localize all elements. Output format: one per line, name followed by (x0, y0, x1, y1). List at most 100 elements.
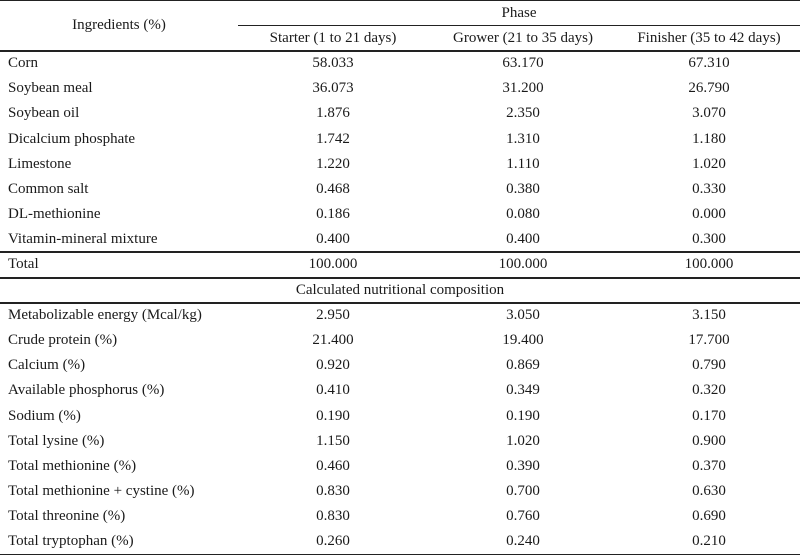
starter-value: 0.830 (316, 508, 350, 525)
row-label: Sodium (%) (8, 407, 81, 424)
starter-value: 58.033 (312, 55, 354, 72)
starter-value: 2.950 (316, 307, 350, 324)
finisher-value: 17.700 (688, 332, 730, 349)
finisher-value: 3.150 (692, 307, 726, 324)
grower-value: 1.020 (506, 432, 540, 449)
finisher-value: 1.180 (692, 130, 726, 147)
header-row-columns: Starter (1 to 21 days) Grower (21 to 35 … (0, 25, 800, 52)
starter-value: 0.468 (316, 180, 350, 197)
grower-value: 1.110 (506, 155, 540, 172)
grower-value: 0.700 (506, 483, 540, 500)
row-label: Corn (8, 55, 38, 72)
grower-value: 0.349 (506, 382, 540, 399)
starter-value: 21.400 (312, 332, 354, 349)
starter-value: 0.830 (316, 483, 350, 500)
finisher-value: 0.690 (692, 508, 726, 525)
row-label: Common salt (8, 180, 89, 197)
ingredients-header: Ingredients (%) (0, 0, 238, 52)
grower-value: 31.200 (502, 80, 544, 97)
starter-value: 1.220 (316, 155, 350, 172)
table-row: Metabolizable energy (Mcal/kg) 2.950 3.0… (0, 303, 800, 328)
row-label: Dicalcium phosphate (8, 130, 136, 147)
finisher-value: 3.070 (692, 105, 726, 122)
grower-value: 63.170 (502, 55, 544, 72)
finisher-value: 0.330 (692, 180, 726, 197)
starter-value: 0.260 (238, 529, 428, 556)
finisher-value: 67.310 (688, 55, 730, 72)
row-label: Available phosphorus (%) (8, 382, 165, 399)
section-header-row: Calculated nutritional composition (0, 277, 800, 304)
row-label: Metabolizable energy (Mcal/kg) (8, 307, 202, 324)
starter-value: 100.000 (238, 251, 428, 279)
row-label: DL-methionine (8, 206, 101, 223)
row-label: Total methionine + cystine (%) (8, 483, 195, 500)
grower-value: 2.350 (506, 105, 540, 122)
finisher-value: 0.900 (692, 432, 726, 449)
table-body: Corn 58.033 63.170 67.310 Soybean meal 3… (0, 51, 800, 556)
finisher-value: 0.210 (618, 529, 800, 556)
starter-value: 0.410 (316, 382, 350, 399)
starter-value: 0.920 (316, 357, 350, 374)
row-label: Total lysine (%) (8, 432, 105, 449)
table-row: Corn 58.033 63.170 67.310 (0, 51, 800, 76)
total-row: Total 100.000 100.000 100.000 (0, 251, 800, 279)
table-row: DL-methionine 0.186 0.080 0.000 (0, 202, 800, 227)
row-label: Crude protein (%) (8, 332, 118, 349)
row-label: Total threonine (%) (8, 508, 126, 525)
starter-value: 1.876 (316, 105, 350, 122)
grower-value: 0.240 (428, 529, 618, 556)
starter-value: 1.742 (316, 130, 350, 147)
finisher-value: 0.000 (692, 206, 726, 223)
grower-column-header: Grower (21 to 35 days) (428, 25, 618, 52)
table-header: Ingredients (%) Phase Starter (1 to 21 d… (0, 0, 800, 52)
grower-value: 3.050 (506, 307, 540, 324)
grower-value: 0.400 (506, 230, 540, 247)
row-label: Total methionine (%) (8, 457, 137, 474)
row-label: Limestone (8, 155, 72, 172)
finisher-value: 0.370 (692, 457, 726, 474)
grower-value: 19.400 (502, 332, 544, 349)
row-label: Calcium (%) (8, 357, 86, 374)
row-label: Total tryptophan (%) (0, 529, 238, 556)
table-row: Available phosphorus (%) 0.410 0.349 0.3… (0, 378, 800, 403)
table-row: Total threonine (%) 0.830 0.760 0.690 (0, 504, 800, 529)
grower-value: 0.760 (506, 508, 540, 525)
table-row: Total tryptophan (%) 0.260 0.240 0.210 (0, 529, 800, 556)
row-label: Total (0, 251, 238, 279)
starter-column-header: Starter (1 to 21 days) (238, 25, 428, 52)
finisher-value: 100.000 (618, 251, 800, 279)
table-row: Soybean meal 36.073 31.200 26.790 (0, 76, 800, 101)
table-row: Total methionine (%) 0.460 0.390 0.370 (0, 454, 800, 479)
table-row: Sodium (%) 0.190 0.190 0.170 (0, 404, 800, 429)
grower-value: 100.000 (428, 251, 618, 279)
starter-value: 0.186 (316, 206, 350, 223)
table-row: Soybean oil 1.876 2.350 3.070 (0, 101, 800, 126)
grower-value: 0.080 (506, 206, 540, 223)
grower-value: 0.380 (506, 180, 540, 197)
table-row: Common salt 0.468 0.380 0.330 (0, 177, 800, 202)
grower-value: 1.310 (506, 130, 540, 147)
table-row: Total lysine (%) 1.150 1.020 0.900 (0, 429, 800, 454)
header-row-top: Ingredients (%) Phase (0, 0, 800, 52)
table-row: Calcium (%) 0.920 0.869 0.790 (0, 353, 800, 378)
grower-value: 0.390 (506, 457, 540, 474)
grower-value: 0.190 (506, 407, 540, 424)
finisher-value: 0.630 (692, 483, 726, 500)
starter-value: 36.073 (312, 80, 354, 97)
row-label: Soybean meal (8, 80, 93, 97)
starter-value: 0.400 (316, 230, 350, 247)
finisher-value: 26.790 (688, 80, 730, 97)
finisher-value: 0.320 (692, 382, 726, 399)
phase-header: Phase (238, 0, 800, 27)
finisher-value: 1.020 (692, 155, 726, 172)
row-label: Vitamin-mineral mixture (8, 230, 158, 247)
finisher-value: 0.790 (692, 357, 726, 374)
grower-value: 0.869 (506, 357, 540, 374)
row-label: Soybean oil (8, 105, 80, 122)
starter-value: 0.460 (316, 457, 350, 474)
table-row: Total methionine + cystine (%) 0.830 0.7… (0, 479, 800, 504)
table-row: Vitamin-mineral mixture 0.400 0.400 0.30… (0, 227, 800, 252)
starter-value: 0.190 (316, 407, 350, 424)
starter-value: 1.150 (316, 432, 350, 449)
